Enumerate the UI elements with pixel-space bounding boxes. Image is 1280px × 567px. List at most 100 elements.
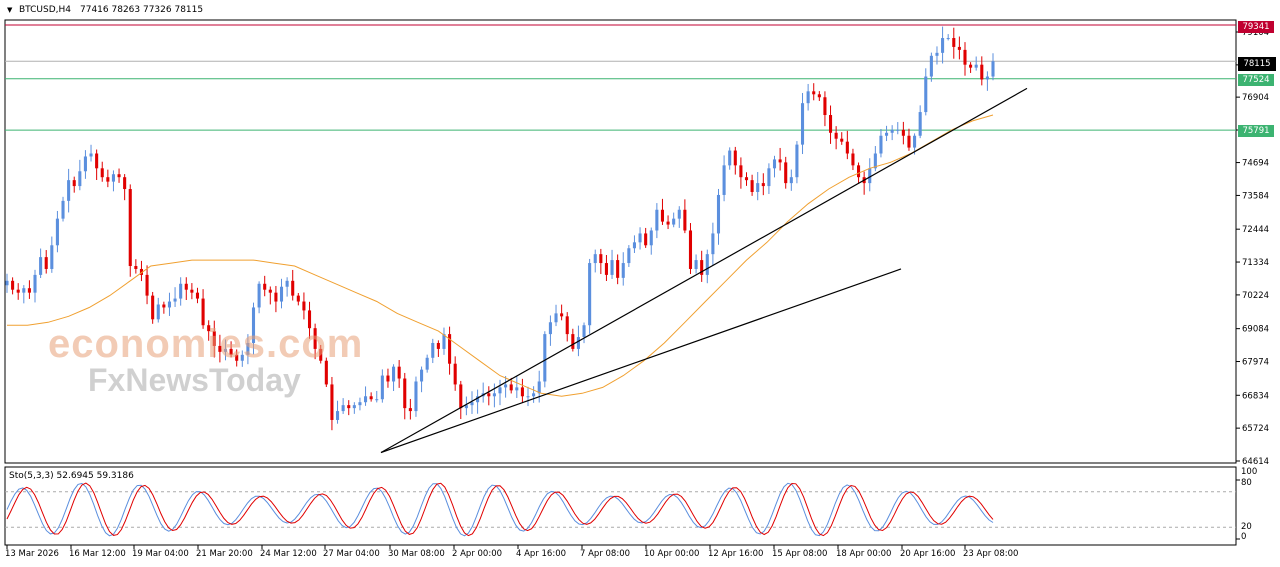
candle-body xyxy=(599,254,603,264)
candle-body xyxy=(285,280,289,287)
x-tick-label: 19 Mar 04:00 xyxy=(132,549,189,559)
candle-body xyxy=(739,165,743,178)
stochastic-svg[interactable]: 13 Mar 2026 16 Mar 12:00 19 Mar 04:00 21 Ma… xyxy=(0,466,1280,567)
candle-body xyxy=(352,405,356,409)
candle-body xyxy=(750,180,754,192)
candle-body xyxy=(644,233,648,246)
candle-body xyxy=(72,180,76,187)
candle-body xyxy=(100,168,104,178)
candle-body xyxy=(857,165,861,178)
candle-body xyxy=(868,168,872,184)
candle-body xyxy=(319,348,323,361)
candle-body xyxy=(828,115,833,133)
price-chart-svg[interactable]: 7910477994769047579474694735847244471334… xyxy=(0,0,1280,466)
candle-body xyxy=(935,52,939,56)
x-tick-label: 4 Apr 16:00 xyxy=(516,549,566,559)
candle-body xyxy=(593,254,597,264)
candle-body xyxy=(980,64,984,80)
candle-body xyxy=(952,38,956,47)
candle-body xyxy=(778,159,782,163)
candle-body xyxy=(442,334,446,349)
candle-body xyxy=(526,396,530,398)
y-tick-label: 66834 xyxy=(1242,391,1269,401)
candle-body xyxy=(212,331,216,346)
candle-body xyxy=(279,286,284,302)
candle-body xyxy=(291,280,295,296)
trendline-1 xyxy=(380,87,1028,454)
x-tick-label: 23 Apr 08:00 xyxy=(963,549,1018,559)
candle-body xyxy=(27,288,31,293)
y-tick-label: 70224 xyxy=(1242,291,1269,301)
candle-body xyxy=(705,254,709,275)
candle-body xyxy=(369,396,373,400)
candle-body xyxy=(610,260,614,275)
candle-body xyxy=(307,310,312,329)
candle-body xyxy=(476,396,480,403)
candle-body xyxy=(907,135,911,148)
candle-body xyxy=(251,307,256,343)
x-tick-label: 15 Apr 08:00 xyxy=(772,549,827,559)
candle-body xyxy=(190,289,194,293)
y-tick-label: 76904 xyxy=(1242,93,1269,103)
candle-body xyxy=(767,168,771,187)
candle-body xyxy=(851,153,855,166)
trendline-2 xyxy=(380,268,902,454)
candle-body xyxy=(302,301,306,311)
watermark-economies: economies.com xyxy=(48,322,364,366)
candle-body xyxy=(823,97,827,116)
candle-body xyxy=(83,156,87,172)
symbol-menu-icon[interactable]: ▼ xyxy=(7,6,13,14)
candle-body xyxy=(207,325,211,332)
candle-body xyxy=(963,49,967,65)
candle-body xyxy=(156,304,160,320)
candle-body xyxy=(722,165,726,195)
price-chart-panel[interactable]: 7910477994769047579474694735847244471334… xyxy=(0,0,1280,466)
candle-body xyxy=(274,292,278,302)
candle-body xyxy=(588,263,592,326)
candle-body xyxy=(890,129,894,133)
candle-body xyxy=(151,295,155,320)
plot-frame xyxy=(4,19,1237,464)
candle-body xyxy=(772,159,777,169)
candle-body xyxy=(134,266,138,269)
candle-body xyxy=(565,316,569,335)
x-tick-label: 30 Mar 08:00 xyxy=(388,549,445,559)
candle-body xyxy=(341,405,345,412)
candle-body xyxy=(431,342,435,358)
candle-body xyxy=(89,153,93,157)
candle-body xyxy=(532,393,536,397)
candle-body xyxy=(145,274,149,296)
candle-body xyxy=(616,260,620,278)
candle-body xyxy=(806,91,810,104)
y-tick-label: 67974 xyxy=(1242,358,1269,368)
candle-body xyxy=(313,328,317,349)
candle-body xyxy=(800,103,805,145)
x-tick-label: 16 Mar 12:00 xyxy=(69,549,126,559)
candle-body xyxy=(420,369,424,382)
y-tick-label: 69084 xyxy=(1242,325,1269,335)
candle-body xyxy=(44,257,48,269)
candle-body xyxy=(5,280,9,286)
x-tick-label: 24 Mar 12:00 xyxy=(260,549,317,559)
x-tick-label: 10 Apr 00:00 xyxy=(644,549,699,559)
x-tick-label: 7 Apr 08:00 xyxy=(580,549,630,559)
current-price-box: 78115 xyxy=(1238,57,1276,71)
candle-body xyxy=(78,171,82,187)
stochastic-panel[interactable]: 13 Mar 2026 16 Mar 12:00 19 Mar 04:00 21 Ma… xyxy=(0,466,1280,567)
candle-body xyxy=(733,150,737,166)
candle-body xyxy=(834,132,838,139)
candle-body xyxy=(504,384,508,388)
candle-body xyxy=(520,387,524,397)
candle-body xyxy=(139,268,143,275)
candle-body xyxy=(240,354,244,361)
candle-body xyxy=(375,399,379,401)
support-price-box-1: 77524 xyxy=(1238,74,1274,86)
candle-body xyxy=(756,183,760,192)
candle-body xyxy=(324,360,328,385)
candle-body xyxy=(162,304,166,308)
candle-body xyxy=(655,209,659,231)
candle-body xyxy=(173,298,177,302)
candle-body xyxy=(711,233,715,255)
candle-body xyxy=(716,194,721,234)
candle-body xyxy=(55,218,59,246)
